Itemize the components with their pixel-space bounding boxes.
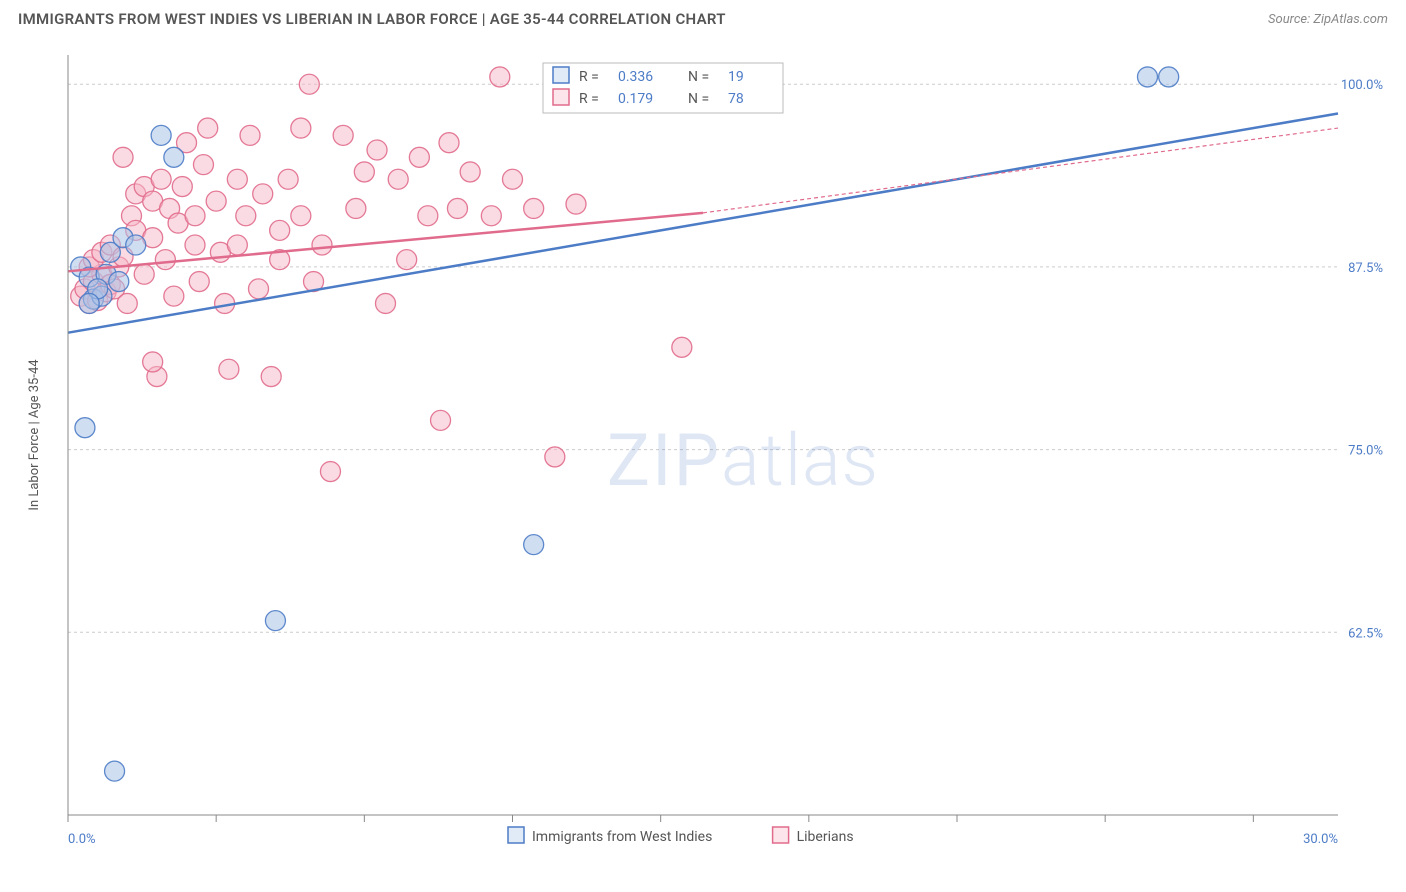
data-point bbox=[270, 220, 290, 240]
data-point bbox=[439, 133, 459, 153]
data-point bbox=[672, 337, 692, 357]
data-point bbox=[109, 272, 129, 292]
data-point bbox=[354, 162, 374, 182]
data-point bbox=[1138, 67, 1158, 87]
data-point bbox=[376, 293, 396, 313]
legend-n-label: N = bbox=[688, 91, 709, 107]
data-point bbox=[193, 155, 213, 175]
data-point bbox=[143, 352, 163, 372]
y-tick-label: 75.0% bbox=[1348, 444, 1383, 459]
data-point bbox=[151, 125, 171, 145]
data-point bbox=[113, 147, 133, 167]
data-point bbox=[236, 206, 256, 226]
data-point bbox=[278, 169, 298, 189]
data-point bbox=[189, 272, 209, 292]
data-point bbox=[219, 359, 239, 379]
data-point bbox=[117, 293, 137, 313]
data-point bbox=[447, 198, 467, 218]
y-axis-title: In Labor Force | Age 35-44 bbox=[27, 359, 42, 511]
data-point bbox=[291, 206, 311, 226]
legend-r-value: 0.336 bbox=[618, 69, 653, 85]
legend-series-label: Immigrants from West Indies bbox=[532, 829, 712, 845]
legend-swatch bbox=[553, 67, 569, 83]
data-point bbox=[320, 462, 340, 482]
data-point bbox=[206, 191, 226, 211]
legend-n-label: N = bbox=[688, 69, 709, 85]
data-point bbox=[481, 206, 501, 226]
data-point bbox=[126, 235, 146, 255]
legend-swatch bbox=[773, 827, 789, 843]
data-point bbox=[105, 761, 125, 781]
y-tick-label: 62.5% bbox=[1348, 626, 1383, 641]
watermark: ZIPatlas bbox=[607, 418, 879, 503]
data-point bbox=[367, 140, 387, 160]
data-point bbox=[460, 162, 480, 182]
scatter-chart: 62.5% 75.0% 87.5% 100.0% ZIPatlas 0.0% 30.0% In… bbox=[18, 45, 1388, 875]
data-point bbox=[1159, 67, 1179, 87]
data-point bbox=[333, 125, 353, 145]
data-point bbox=[524, 535, 544, 555]
data-point bbox=[566, 194, 586, 214]
data-point bbox=[418, 206, 438, 226]
data-point bbox=[75, 418, 95, 438]
data-point bbox=[312, 235, 332, 255]
data-point bbox=[253, 184, 273, 204]
data-point bbox=[299, 74, 319, 94]
legend-r-value: 0.179 bbox=[618, 91, 653, 107]
data-point bbox=[164, 147, 184, 167]
data-point bbox=[172, 177, 192, 197]
legend-swatch bbox=[553, 89, 569, 105]
data-point bbox=[185, 235, 205, 255]
y-tick-label: 87.5% bbox=[1348, 261, 1383, 276]
data-point bbox=[79, 293, 99, 313]
data-point bbox=[265, 611, 285, 631]
legend-n-value: 19 bbox=[728, 69, 744, 85]
chart-container: 62.5% 75.0% 87.5% 100.0% ZIPatlas 0.0% 30.0% In… bbox=[18, 45, 1388, 874]
legend-r-label: R = bbox=[579, 69, 599, 85]
legend-n-value: 78 bbox=[728, 91, 744, 107]
legend-r-label: R = bbox=[579, 91, 599, 107]
legend-series-label: Liberians bbox=[797, 829, 854, 845]
source-label: Source: ZipAtlas.com bbox=[1268, 12, 1388, 27]
data-point bbox=[134, 264, 154, 284]
trend-line-extension bbox=[703, 128, 1338, 213]
data-point bbox=[490, 67, 510, 87]
data-point bbox=[185, 206, 205, 226]
x-tick-label: 30.0% bbox=[1303, 832, 1338, 847]
data-point bbox=[388, 169, 408, 189]
data-point bbox=[409, 147, 429, 167]
data-point bbox=[164, 286, 184, 306]
data-point bbox=[431, 410, 451, 430]
data-point bbox=[503, 169, 523, 189]
data-point bbox=[155, 250, 175, 270]
data-point bbox=[240, 125, 260, 145]
data-point bbox=[545, 447, 565, 467]
data-point bbox=[524, 198, 544, 218]
data-point bbox=[261, 367, 281, 387]
data-point bbox=[249, 279, 269, 299]
chart-title: IMMIGRANTS FROM WEST INDIES VS LIBERIAN … bbox=[18, 10, 726, 28]
legend-swatch bbox=[508, 827, 524, 843]
data-point bbox=[227, 235, 247, 255]
data-point bbox=[346, 198, 366, 218]
data-point bbox=[397, 250, 417, 270]
trend-line bbox=[68, 213, 703, 271]
y-tick-label: 100.0% bbox=[1341, 78, 1383, 93]
data-point bbox=[291, 118, 311, 138]
data-point bbox=[198, 118, 218, 138]
trend-line bbox=[68, 113, 1338, 332]
data-point bbox=[151, 169, 171, 189]
x-tick-label: 0.0% bbox=[68, 832, 96, 847]
data-point bbox=[227, 169, 247, 189]
chart-header: IMMIGRANTS FROM WEST INDIES VS LIBERIAN … bbox=[0, 0, 1406, 38]
